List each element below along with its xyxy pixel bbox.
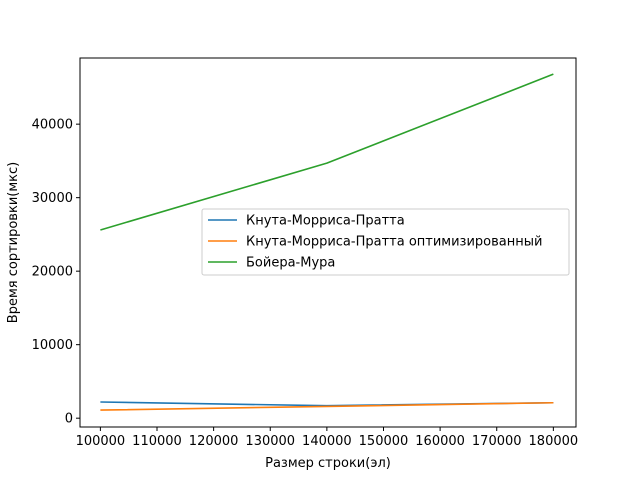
y-tick-label: 0: [65, 412, 73, 427]
x-axis-label: Размер строки(эл): [265, 456, 391, 471]
plot-frame: [79, 57, 577, 428]
x-tick-label: 150000: [359, 434, 409, 449]
x-tick-label: 120000: [189, 434, 239, 449]
legend-label: Бойера-Мура: [246, 256, 335, 271]
x-tick-label: 140000: [302, 434, 352, 449]
legend-label: Кнута-Морриса-Пратта оптимизированный: [246, 235, 542, 250]
y-tick-label: 30000: [32, 191, 73, 206]
x-tick-label: 170000: [472, 434, 522, 449]
series-line-1: [100, 401, 554, 411]
x-axis: 100000 110000 120000 130000 140000 150000 1600…: [76, 427, 579, 449]
x-tick-label: 130000: [245, 434, 295, 449]
y-tick-label: 10000: [32, 338, 73, 353]
series-line-2: [100, 73, 554, 231]
x-tick-label: 110000: [132, 434, 182, 449]
x-tick-label: 180000: [529, 434, 579, 449]
legend-box: [201, 208, 570, 276]
series-layer: [100, 73, 554, 411]
x-tick-label: 160000: [415, 434, 465, 449]
y-axis-label: Время сортировки(мкс): [6, 162, 21, 323]
y-tick-label: 40000: [32, 118, 73, 133]
y-axis: 0 10000 20000 30000 40000: [32, 118, 80, 427]
x-tick-label: 100000: [76, 434, 126, 449]
y-tick-label: 20000: [32, 265, 73, 280]
legend: Кнута-Морриса-Пратта Кнута-Морриса-Пратта…: [201, 208, 570, 276]
legend-label: Кнута-Морриса-Пратта: [246, 214, 405, 229]
